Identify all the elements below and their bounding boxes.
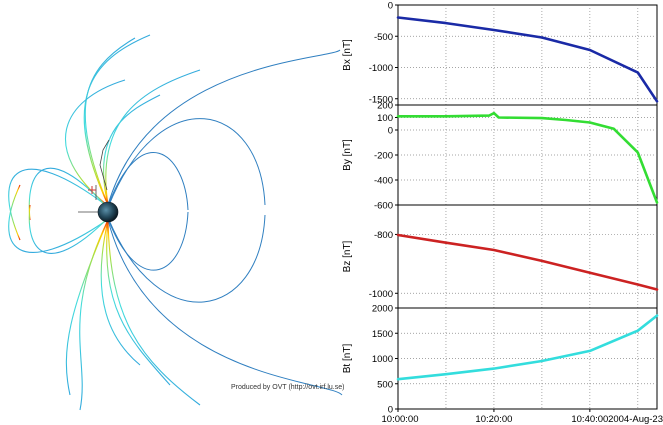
data-point-bt (588, 350, 591, 352)
field-line (107, 219, 201, 406)
data-point-bx (540, 36, 543, 39)
earth-icon (97, 201, 119, 223)
field-line (108, 118, 266, 206)
field-line (84, 37, 136, 206)
data-point-bz (656, 288, 658, 291)
data-point-by (488, 114, 491, 117)
x-tick-label: 10:40:00 (571, 414, 608, 425)
data-point-by (493, 112, 495, 115)
field-line (28, 167, 108, 221)
data-point-by (445, 115, 447, 118)
field-line (8, 184, 108, 253)
data-point-by (656, 201, 658, 204)
field-line (103, 94, 161, 206)
data-point-bx (636, 71, 639, 74)
series-line-bx (396, 16, 659, 103)
field-line (100, 219, 141, 366)
panel-frame-bz (397, 204, 658, 309)
data-point-bz (397, 234, 399, 236)
field-line (108, 214, 266, 303)
data-point-by (540, 117, 543, 120)
data-point-bt (445, 373, 447, 376)
field-line (107, 219, 343, 396)
data-point-bz (445, 241, 447, 244)
data-point-bz (493, 249, 495, 251)
field-line (107, 211, 189, 271)
data-point-bz (540, 260, 543, 262)
data-point-by (397, 115, 399, 118)
data-point-bx (397, 16, 399, 19)
series-line-bz (396, 233, 659, 291)
data-point-bx (588, 49, 591, 51)
field-line (105, 69, 201, 206)
data-point-bx (656, 100, 658, 103)
panel-frame-by (397, 104, 658, 206)
data-point-bt (636, 329, 639, 332)
data-point-by (564, 119, 567, 121)
data-point-bx (445, 22, 447, 25)
data-point-bz (588, 271, 591, 274)
credit-text: Produced by OVT (http://ovt.irf.lu.se) (231, 384, 345, 391)
orbit-track (99, 139, 110, 191)
data-point-bt (493, 367, 495, 370)
field-line (65, 79, 126, 206)
data-point-bt (656, 314, 658, 317)
magnetosphere-plot (8, 34, 343, 411)
field-line (28, 204, 108, 254)
x-tick-label: 10:20:00 (475, 414, 512, 425)
field-line (79, 219, 109, 411)
field-line (106, 219, 171, 386)
field-line (65, 219, 109, 396)
data-point-bx (493, 29, 495, 31)
series-line-bt (396, 314, 659, 381)
data-point-by (497, 116, 500, 119)
series-line-by (396, 111, 659, 204)
data-point-bz (636, 283, 639, 286)
data-point-by (612, 127, 615, 130)
data-point-by (588, 121, 591, 124)
field-line (107, 49, 341, 206)
data-point-bt (397, 378, 399, 381)
field-line (8, 168, 108, 241)
data-point-bt (540, 360, 543, 362)
field-line (107, 152, 189, 211)
data-point-by (636, 151, 639, 154)
panel-frame-bx (397, 4, 658, 106)
panel-frame-bt (397, 307, 658, 410)
date-label: 2004-Aug-23 (608, 414, 663, 425)
